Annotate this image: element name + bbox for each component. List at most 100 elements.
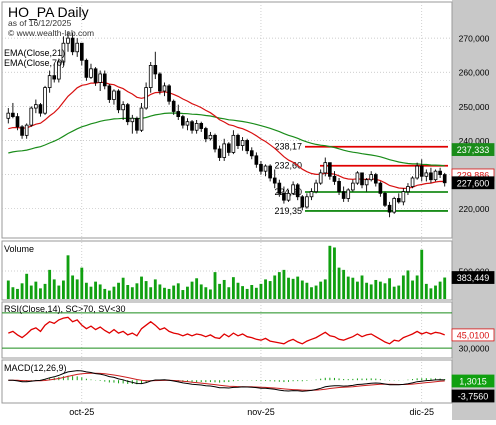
volume-bar [167,288,171,299]
volume-last-tag-box [451,271,495,284]
candle-body [424,172,429,177]
volume-bar [222,279,226,299]
volume-bar [268,281,272,299]
candle-body [116,90,121,111]
volume-bar [158,284,162,299]
price-tick-label: 250,000 [459,102,490,112]
candle-body [272,177,277,184]
volume-bar [98,284,102,299]
ema-70-line [8,112,445,167]
volume-bar [43,283,47,299]
volume-bar [52,279,56,299]
price-panel-frame [1,1,453,239]
candle-body [34,104,38,109]
candle-body [148,65,153,88]
candle-body [61,42,66,63]
candle-body [295,184,300,198]
volume-bar [264,279,267,299]
volume-bar [296,276,300,299]
rsi-last-tag-box [451,328,495,342]
level-label: 238,17 [274,142,302,152]
volume-bar [153,279,157,299]
candle-body [93,68,98,83]
date-line: as of 16/12/2025 [8,18,72,28]
volume-bar [388,278,392,299]
ema-21-line [8,81,445,190]
rsi-last-tag: 45,0100 [451,328,495,342]
volume-bar [300,280,304,299]
volume-bar [328,245,332,299]
volume-bar [204,287,208,299]
volume-bar [227,287,231,299]
volume-bar [117,282,120,299]
volume-bar [365,282,369,299]
volume-bar [71,275,75,299]
x-tick-label: dic-25 [409,407,434,417]
volume-bar [420,249,424,299]
volume-bar [360,275,364,299]
candle-body [84,59,89,78]
candle-body [121,104,125,111]
macd-signal-line [8,372,445,391]
price-last-tag-text: 227,600 [457,178,490,188]
volume-bar [319,281,323,299]
macd-line [8,370,445,392]
candle-body [79,42,84,61]
candle-body [20,126,24,136]
volume-bar [415,275,419,299]
candle-body [70,37,75,53]
x-tick-label: oct-25 [69,407,94,417]
price-last-tag-box [451,176,495,190]
candle-body [396,198,401,203]
candle-body [226,143,231,153]
candle-body [98,73,102,83]
candle-body [387,204,392,213]
vertical-gridlines [81,2,423,403]
volume-bar [121,277,125,299]
volume-bar [250,285,254,299]
volume-bar [310,287,313,299]
x-tick-label: nov-25 [247,407,275,417]
volume-bar [103,288,107,299]
candle-body [102,73,107,87]
candle-body [346,189,351,199]
volume-bar [323,279,327,299]
volume-bar [342,269,346,299]
candle-body [171,100,176,112]
candle-body [401,191,406,203]
candle-body [323,162,328,174]
volume-bar [369,284,373,299]
candle-body [360,172,364,186]
volume-bar [66,255,70,299]
volume-bar [282,269,286,299]
rsi-tick-label: 30,0000 [459,344,490,354]
volume-bar [378,281,382,299]
level-label: 232,60 [274,161,302,171]
candle-body [392,198,396,213]
candle-body [194,123,199,131]
volume-bar [20,283,24,299]
volume-bar [176,283,180,299]
macd-last-tag-box [451,389,495,403]
volume-bar [254,287,258,299]
candle-body [236,134,240,146]
macd-last-value-tags: 1,3015 -3,7560 [451,374,495,403]
price-tick-label: 240,000 [459,136,490,146]
volume-bar [218,283,222,299]
volume-panel-frame [1,240,453,301]
candle-body [130,117,135,123]
rsi-axis-ticks: 30,0000 [459,344,490,354]
volume-bar [337,267,341,299]
volume-bar [443,277,447,299]
volume-bar [80,267,84,299]
volume-bar [277,272,281,299]
candle-body [406,186,410,193]
volume-bar [245,288,249,299]
candle-body [144,87,148,109]
price-last-tag: 237,333 [451,143,495,156]
volume-bar [163,287,166,299]
volume-bar [351,277,355,299]
macd-last-tag: -3,7560 [451,389,495,403]
volume-bar [75,279,79,299]
